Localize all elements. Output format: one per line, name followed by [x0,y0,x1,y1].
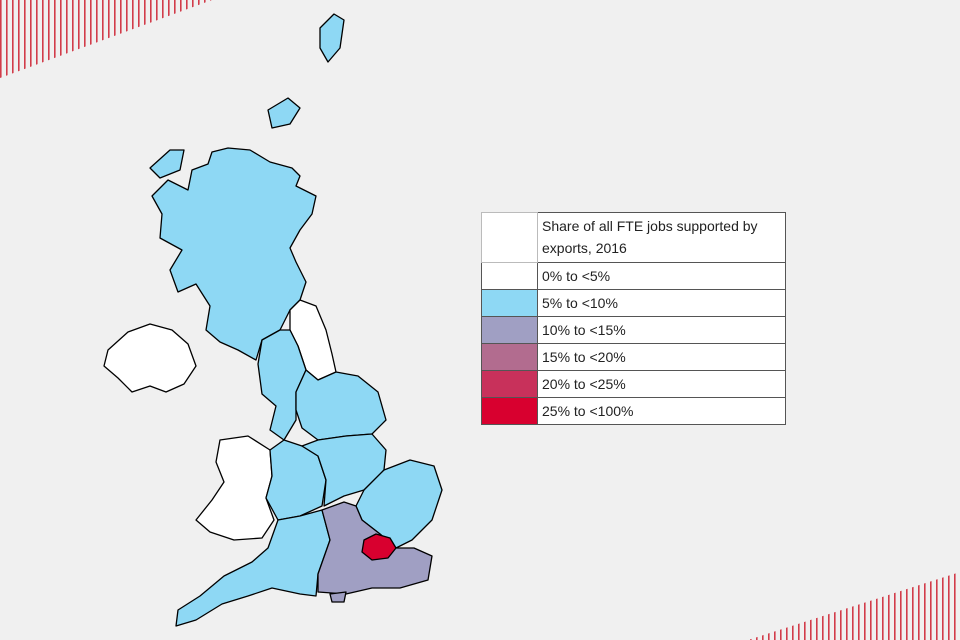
legend-row: 25% to <100% [481,397,786,425]
map-region [329,591,347,603]
legend-label: 10% to <15% [537,316,786,344]
corner-stripes [0,0,212,78]
legend-row: 15% to <20% [481,343,786,371]
map-region [267,97,301,129]
legend-label: 25% to <100% [537,397,786,425]
legend-swatch [481,343,538,371]
map-region [151,147,317,361]
legend-swatch [481,262,538,290]
legend-cell [481,212,538,263]
legend-title: Share of all FTE jobs supported by expor… [537,212,786,263]
legend-row: 10% to <15% [481,316,786,344]
map-region [103,323,197,393]
legend-swatch [481,370,538,398]
map-region [295,369,387,441]
legend-row: 20% to <25% [481,370,786,398]
legend-swatch [481,316,538,344]
legend: Share of all FTE jobs supported by expor… [481,212,786,425]
legend-label: 20% to <25% [537,370,786,398]
legend-row: 5% to <10% [481,289,786,317]
map-region [195,435,275,541]
legend-row: 0% to <5% [481,262,786,290]
legend-label: 0% to <5% [537,262,786,290]
map-region [319,13,345,63]
corner-stripes [748,572,960,640]
map-region [361,533,397,561]
legend-swatch [481,397,538,425]
legend-header: Share of all FTE jobs supported by expor… [481,212,786,263]
map-region [265,439,327,521]
legend-label: 5% to <10% [537,289,786,317]
legend-label: 15% to <20% [537,343,786,371]
map-region [257,329,307,441]
legend-swatch [481,289,538,317]
map-region [149,149,185,179]
